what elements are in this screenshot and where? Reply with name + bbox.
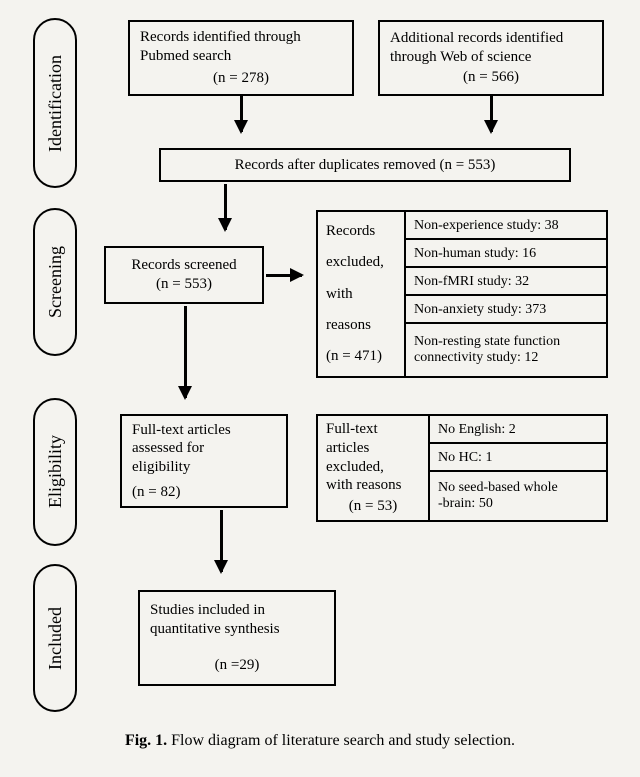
arrow-down-icon (184, 306, 187, 398)
count: (n = 278) (213, 69, 269, 88)
text: quantitative synthesis (150, 620, 280, 639)
text: Non-fMRI study: 32 (414, 274, 529, 290)
stage-eligibility: Eligibility (33, 398, 77, 546)
count: (n =29) (215, 656, 260, 675)
box-screened: Records screened (n = 553) (104, 246, 264, 304)
text: Records identified through (140, 28, 301, 47)
box-pubmed: Records identified through Pubmed search… (128, 20, 354, 96)
text: connectivity study: 12 (414, 350, 538, 366)
box-dedup: Records after duplicates removed (n = 55… (159, 148, 571, 182)
box-excluded-fulltext: Full-text articles excluded, with reason… (316, 414, 430, 522)
count: (n = 471) (326, 347, 382, 366)
box-included: Studies included in quantitative synthes… (138, 590, 336, 686)
text: articles (326, 439, 369, 458)
box-fulltext: Full-text articles assessed for eligibil… (120, 414, 288, 508)
text: Records (326, 222, 375, 241)
arrow-down-icon (490, 96, 493, 132)
text: excluded, (326, 253, 384, 272)
text: Non-resting state function (414, 334, 560, 350)
text: Non-anxiety study: 373 (414, 302, 546, 318)
stage-screening: Screening (33, 208, 77, 356)
stage-label: Identification (45, 55, 66, 152)
arrow-down-icon (224, 184, 227, 230)
caption-text: Flow diagram of literature search and st… (171, 732, 515, 749)
figure-caption: Fig. 1. Flow diagram of literature searc… (0, 732, 640, 750)
text: Full-text articles (132, 421, 231, 440)
text: Pubmed search (140, 47, 231, 66)
stage-label: Eligibility (45, 435, 66, 508)
text: Additional records identified (390, 29, 563, 48)
flow-diagram: Identification Screening Eligibility Inc… (0, 0, 640, 777)
text: Full-text (326, 420, 378, 439)
reason-row: Non-human study: 16 (404, 238, 608, 268)
text: No HC: 1 (438, 450, 492, 466)
reason-row: Non-fMRI study: 32 (404, 266, 608, 296)
text: No English: 2 (438, 422, 516, 438)
text: No seed-based whole (438, 480, 558, 496)
caption-label: Fig. 1. (125, 732, 167, 749)
text: through Web of science (390, 48, 531, 67)
count: (n = 566) (463, 68, 519, 87)
stage-identification: Identification (33, 18, 77, 188)
count: (n = 82) (132, 483, 180, 502)
box-wos: Additional records identified through We… (378, 20, 604, 96)
count: (n = 553) (156, 275, 212, 294)
reason-row: No seed-based whole -brain: 50 (428, 470, 608, 522)
arrow-down-icon (240, 96, 243, 132)
reason-row: No HC: 1 (428, 442, 608, 472)
text: Records after duplicates removed (n = 55… (235, 156, 496, 175)
text: Records screened (131, 256, 236, 275)
stage-included: Included (33, 564, 77, 712)
text: Non-experience study: 38 (414, 218, 559, 234)
text: assessed for (132, 439, 204, 458)
text: eligibility (132, 458, 190, 477)
text: -brain: 50 (438, 496, 493, 512)
text: reasons (326, 316, 371, 335)
text: with reasons (326, 476, 401, 495)
text: Studies included in (150, 601, 265, 620)
reason-row: Non-anxiety study: 373 (404, 294, 608, 324)
reason-row: No English: 2 (428, 414, 608, 444)
arrow-right-icon (266, 274, 302, 277)
stage-label: Included (45, 607, 66, 670)
stage-label: Screening (45, 246, 66, 318)
box-excluded-screening: Records excluded, with reasons (n = 471) (316, 210, 406, 378)
text: with (326, 285, 353, 304)
text: excluded, (326, 458, 384, 477)
count: (n = 53) (349, 497, 397, 516)
text: Non-human study: 16 (414, 246, 536, 262)
arrow-down-icon (220, 510, 223, 572)
reason-row: Non-resting state function connectivity … (404, 322, 608, 378)
reason-row: Non-experience study: 38 (404, 210, 608, 240)
